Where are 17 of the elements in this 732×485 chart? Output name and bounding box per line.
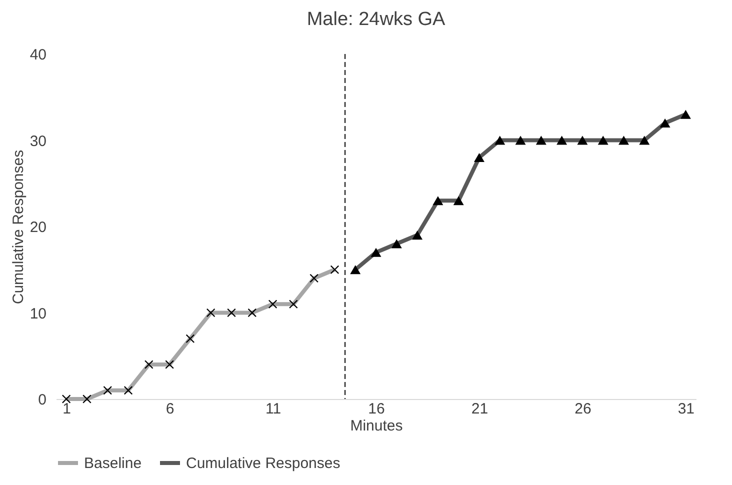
- chart-title: Male: 24wks GA: [306, 9, 446, 30]
- y-axis-title: Cumulative Responses: [10, 150, 27, 304]
- x-tick-label: 11: [265, 400, 282, 418]
- y-tick-label: 30: [30, 132, 46, 150]
- x-tick-label: 21: [471, 400, 488, 418]
- x-tick-label: 1: [62, 400, 71, 418]
- x-tick-label: 26: [574, 400, 592, 418]
- y-tick-label: 0: [38, 392, 46, 408]
- y-tick-label: 20: [30, 219, 46, 236]
- x-axis-title: Minutes: [350, 418, 403, 434]
- y-tick-label: 10: [30, 305, 46, 322]
- legend-label: Baseline: [84, 455, 142, 472]
- x-tick-label: 16: [368, 400, 385, 418]
- x-tick-label: 31: [678, 400, 695, 418]
- legend-label: Cumulative Responses: [186, 455, 340, 472]
- y-tick-label: 40: [30, 46, 46, 64]
- x-tick-label: 6: [166, 400, 174, 418]
